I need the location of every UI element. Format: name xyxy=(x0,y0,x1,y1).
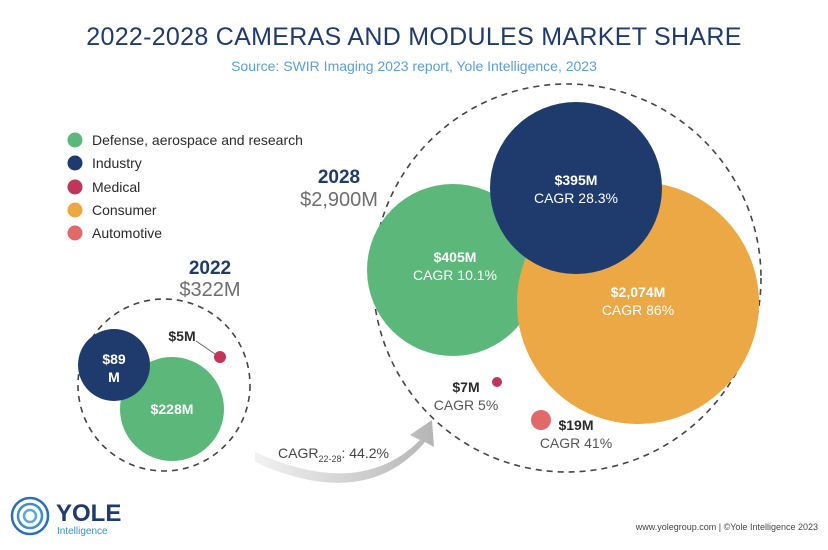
legend-label-defense: Defense, aerospace and research xyxy=(92,132,303,148)
chart-subtitle: Source: SWIR Imaging 2023 report, Yole I… xyxy=(231,58,597,74)
bubble-2028-defense-cagr: CAGR 10.1% xyxy=(413,267,497,283)
bubble-2028-medical-value: $7M xyxy=(452,379,479,395)
logo-name: YOLE xyxy=(56,500,121,527)
legend-label-automotive: Automotive xyxy=(92,225,162,241)
bubble-2028-automotive-value: $19M xyxy=(558,417,593,433)
growth-arrow xyxy=(255,420,434,483)
year-label-2022: 2022 xyxy=(189,258,231,279)
medical-2022-leader-line xyxy=(195,340,216,355)
legend-label-medical: Medical xyxy=(92,179,140,195)
bubble-2022-defense xyxy=(120,357,224,461)
bubble-2028-industry xyxy=(490,102,662,274)
legend: Defense, aerospace and research Industry… xyxy=(67,132,303,241)
legend-label-consumer: Consumer xyxy=(92,202,157,218)
legend-label-industry: Industry xyxy=(92,155,142,171)
bubble-2022-medical-value: $5M xyxy=(168,328,195,344)
legend-swatch-automotive xyxy=(67,225,83,241)
bubble-2028-consumer-value: $2,074M xyxy=(611,284,665,300)
year-label-2028: 2028 xyxy=(318,167,360,188)
footer-credit: www.yolegroup.com | ©Yole Intelligence 2… xyxy=(635,522,818,532)
bubble-2028-industry-value: $395M xyxy=(555,172,598,188)
growth-cagr-label: CAGR22-28: 44.2% xyxy=(278,445,389,464)
bubble-2028-medical xyxy=(492,377,502,387)
legend-swatch-medical xyxy=(67,179,83,195)
bubble-2022-defense-value: $228M xyxy=(151,401,194,417)
outline-2022 xyxy=(77,298,251,472)
logo-sub: Intelligence xyxy=(57,526,108,537)
chart-title: 2022-2028 CAMERAS AND MODULES MARKET SHA… xyxy=(86,23,741,51)
bubble-2028-industry-cagr: CAGR 28.3% xyxy=(534,190,618,206)
group-2028: 2028 $2,900M $405M CAGR 10.1% $2,074M CA… xyxy=(300,83,762,473)
total-label-2022: $322M xyxy=(179,279,240,301)
logo-swirl-icon xyxy=(10,496,50,536)
legend-swatch-consumer xyxy=(67,202,83,218)
bubble-2028-consumer-cagr: CAGR 86% xyxy=(602,302,674,318)
yole-logo: YOLE Intelligence xyxy=(10,496,121,537)
bubble-2028-automotive xyxy=(531,410,551,430)
bubble-2022-industry-value: $89 M xyxy=(102,351,126,385)
bubble-2022-medical xyxy=(214,351,226,363)
total-label-2028: $2,900M xyxy=(300,189,378,211)
legend-swatch-defense xyxy=(67,132,83,148)
bubble-2022-industry xyxy=(78,329,150,401)
bubble-2028-defense xyxy=(367,184,539,356)
bubble-2028-defense-value: $405M xyxy=(434,249,477,265)
bubble-2028-medical-cagr: CAGR 5% xyxy=(434,397,499,413)
bubble-2028-automotive-cagr: CAGR 41% xyxy=(540,435,612,451)
legend-swatch-industry xyxy=(67,155,83,171)
group-2022: 2022 $322M $228M $89 M $5M xyxy=(77,258,251,472)
